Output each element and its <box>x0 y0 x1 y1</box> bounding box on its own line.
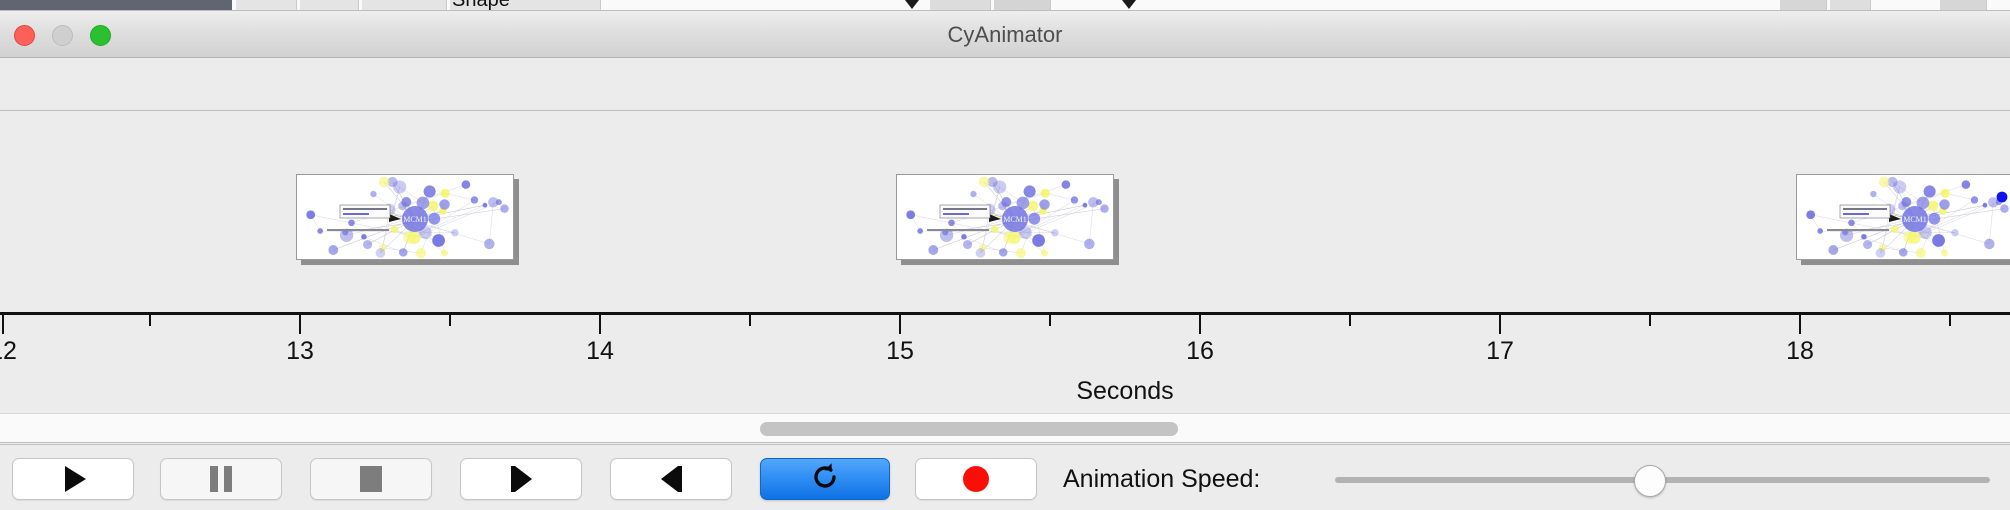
axis-tick-label: 17 <box>1486 337 1514 365</box>
skip-to-end-button[interactable] <box>610 458 732 500</box>
axis-tick-label: 12 <box>0 337 17 365</box>
axis-tick-major <box>1799 315 1801 334</box>
playback-bar: Animation Speed: <box>0 444 2010 510</box>
axis-tick-major <box>599 315 601 334</box>
axis-tick-major <box>2 315 4 334</box>
axis-tick-major <box>899 315 901 334</box>
axis-tick-minor <box>1049 315 1051 326</box>
skip-start-icon <box>510 466 532 492</box>
loop-icon <box>808 460 842 499</box>
axis-tick-minor <box>1649 315 1651 326</box>
background-divider <box>0 10 2010 11</box>
timeline-axis <box>0 312 2010 315</box>
maximize-button[interactable] <box>90 25 111 46</box>
play-icon <box>64 466 86 492</box>
frame-thumbnail[interactable]: MCM1 <box>896 174 1114 260</box>
axis-tick-minor <box>149 315 151 326</box>
minimize-button[interactable] <box>52 25 73 46</box>
animation-speed-slider-thumb[interactable] <box>1634 465 1666 497</box>
record-button[interactable] <box>915 458 1037 500</box>
axis-tick-major <box>1499 315 1501 334</box>
axis-tick-minor <box>1949 315 1951 326</box>
axis-tick-label: 16 <box>1186 337 1214 365</box>
background-app-strip: Shape <box>0 0 2010 11</box>
axis-tick-minor <box>1349 315 1351 326</box>
stop-icon <box>360 466 382 492</box>
timeline-panel[interactable]: MCM1 MCM1 MCM1 12 13 14 15 16 17 18 Seconds <box>0 111 2010 413</box>
axis-tick-major <box>1199 315 1201 334</box>
background-app-label: Shape <box>452 0 510 11</box>
axis-tick-label: 14 <box>586 337 614 365</box>
axis-title-label: Seconds <box>1076 377 1174 405</box>
loop-button[interactable] <box>760 458 890 500</box>
window-title: CyAnimator <box>947 22 1063 47</box>
animation-speed-label: Animation Speed: <box>1063 465 1261 493</box>
close-button[interactable] <box>14 25 35 46</box>
svg-text:MCM1: MCM1 <box>1903 215 1927 224</box>
pause-button[interactable] <box>160 458 282 500</box>
frame-thumbnail[interactable]: MCM1 <box>1796 174 2010 260</box>
record-icon <box>963 466 989 492</box>
svg-text:MCM1: MCM1 <box>403 215 427 224</box>
skip-to-start-button[interactable] <box>460 458 582 500</box>
toolbar: ✚ Clear All Frames <box>0 58 2010 155</box>
timeline-scrollbar[interactable] <box>0 413 2010 443</box>
background-dark-panel <box>0 0 232 11</box>
axis-tick-minor <box>449 315 451 326</box>
axis-tick-label: 13 <box>286 337 314 365</box>
axis-tick-minor <box>749 315 751 326</box>
pause-icon <box>210 466 232 492</box>
play-button[interactable] <box>12 458 134 500</box>
svg-text:MCM1: MCM1 <box>1003 215 1027 224</box>
axis-tick-label: 15 <box>886 337 914 365</box>
skip-end-icon <box>660 466 682 492</box>
timeline-scrollbar-thumb[interactable] <box>760 422 1178 436</box>
stop-button[interactable] <box>310 458 432 500</box>
axis-tick-major <box>299 315 301 334</box>
frame-thumbnail[interactable]: MCM1 <box>296 174 514 260</box>
axis-title: Seconds <box>0 377 2010 406</box>
title-bar: CyAnimator <box>0 11 2010 58</box>
axis-tick-label: 18 <box>1786 337 1814 365</box>
